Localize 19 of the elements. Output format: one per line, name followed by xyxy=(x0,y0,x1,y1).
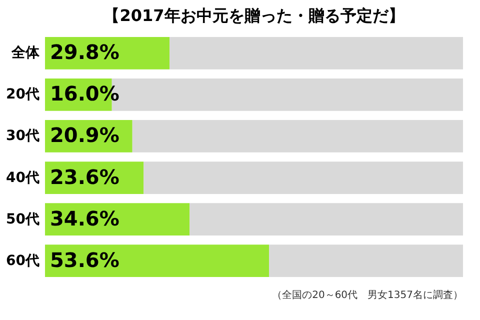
chart-title: 【2017年お中元を贈った・贈る予定だ】 xyxy=(104,6,404,25)
bar xyxy=(190,203,463,236)
bar xyxy=(269,244,463,278)
bar xyxy=(144,162,463,194)
y-tick-label: 60代 xyxy=(6,252,40,269)
data-label: 20.9% xyxy=(50,123,120,148)
bar xyxy=(170,36,463,70)
bar xyxy=(45,244,270,278)
data-label: 23.6% xyxy=(50,164,120,189)
data-label: 29.8% xyxy=(50,40,120,64)
data-label: 34.6% xyxy=(50,206,120,230)
y-tick-label: 40代 xyxy=(6,170,40,186)
bar xyxy=(132,120,463,152)
y-tick-label: 30代 xyxy=(6,128,40,144)
y-tick-label: 20代 xyxy=(6,86,40,103)
y-tick-label: 50代 xyxy=(6,211,40,228)
data-label: 53.6% xyxy=(50,248,120,272)
y-tick-label: 全体 xyxy=(10,45,40,62)
text: （全国の20～60代 男女1357名に調査） xyxy=(272,289,463,301)
